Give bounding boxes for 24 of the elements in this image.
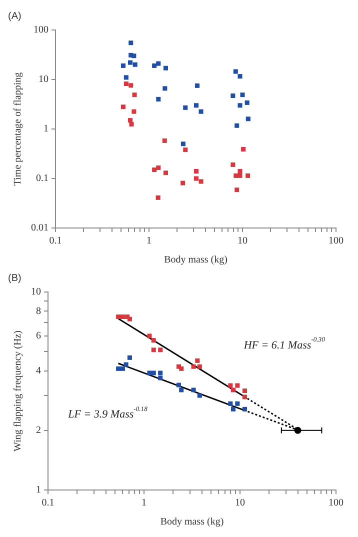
x-tick-label: 10 — [238, 236, 248, 247]
y-tick-label: 0.01 — [31, 222, 48, 234]
y-tick-label: 1 — [36, 484, 41, 496]
y-tick-label: 2 — [36, 425, 41, 436]
y-tick-label: 100 — [34, 24, 48, 36]
x-tick-label: 100 — [328, 236, 344, 247]
x-tick-label: 1 — [142, 498, 146, 509]
y-tick-label: 8 — [36, 306, 41, 317]
x-tick-label: 10 — [235, 498, 245, 509]
y-tick-label: 1 — [44, 124, 48, 135]
y-axis-title: Wing flapping frequency (Hz) — [12, 330, 24, 452]
chart-title: (B) — [8, 272, 22, 284]
y-tick-label: 6 — [36, 330, 41, 342]
x-axis-title: Body mass (kg) — [160, 516, 224, 528]
y-tick-label: 10 — [38, 74, 48, 86]
x-tick-label: 100 — [328, 498, 344, 509]
y-axis-title: Time percentage of flapping — [12, 72, 24, 186]
y-tick-label: 4 — [36, 365, 41, 376]
y-tick-label: 0.1 — [36, 173, 48, 184]
x-tick-label: 1 — [146, 236, 152, 247]
x-tick-label: 0.1 — [49, 236, 62, 247]
x-axis-title: Body mass (kg) — [164, 254, 228, 266]
chart-title: (A) — [8, 10, 22, 22]
y-tick-label: 10 — [31, 286, 41, 298]
